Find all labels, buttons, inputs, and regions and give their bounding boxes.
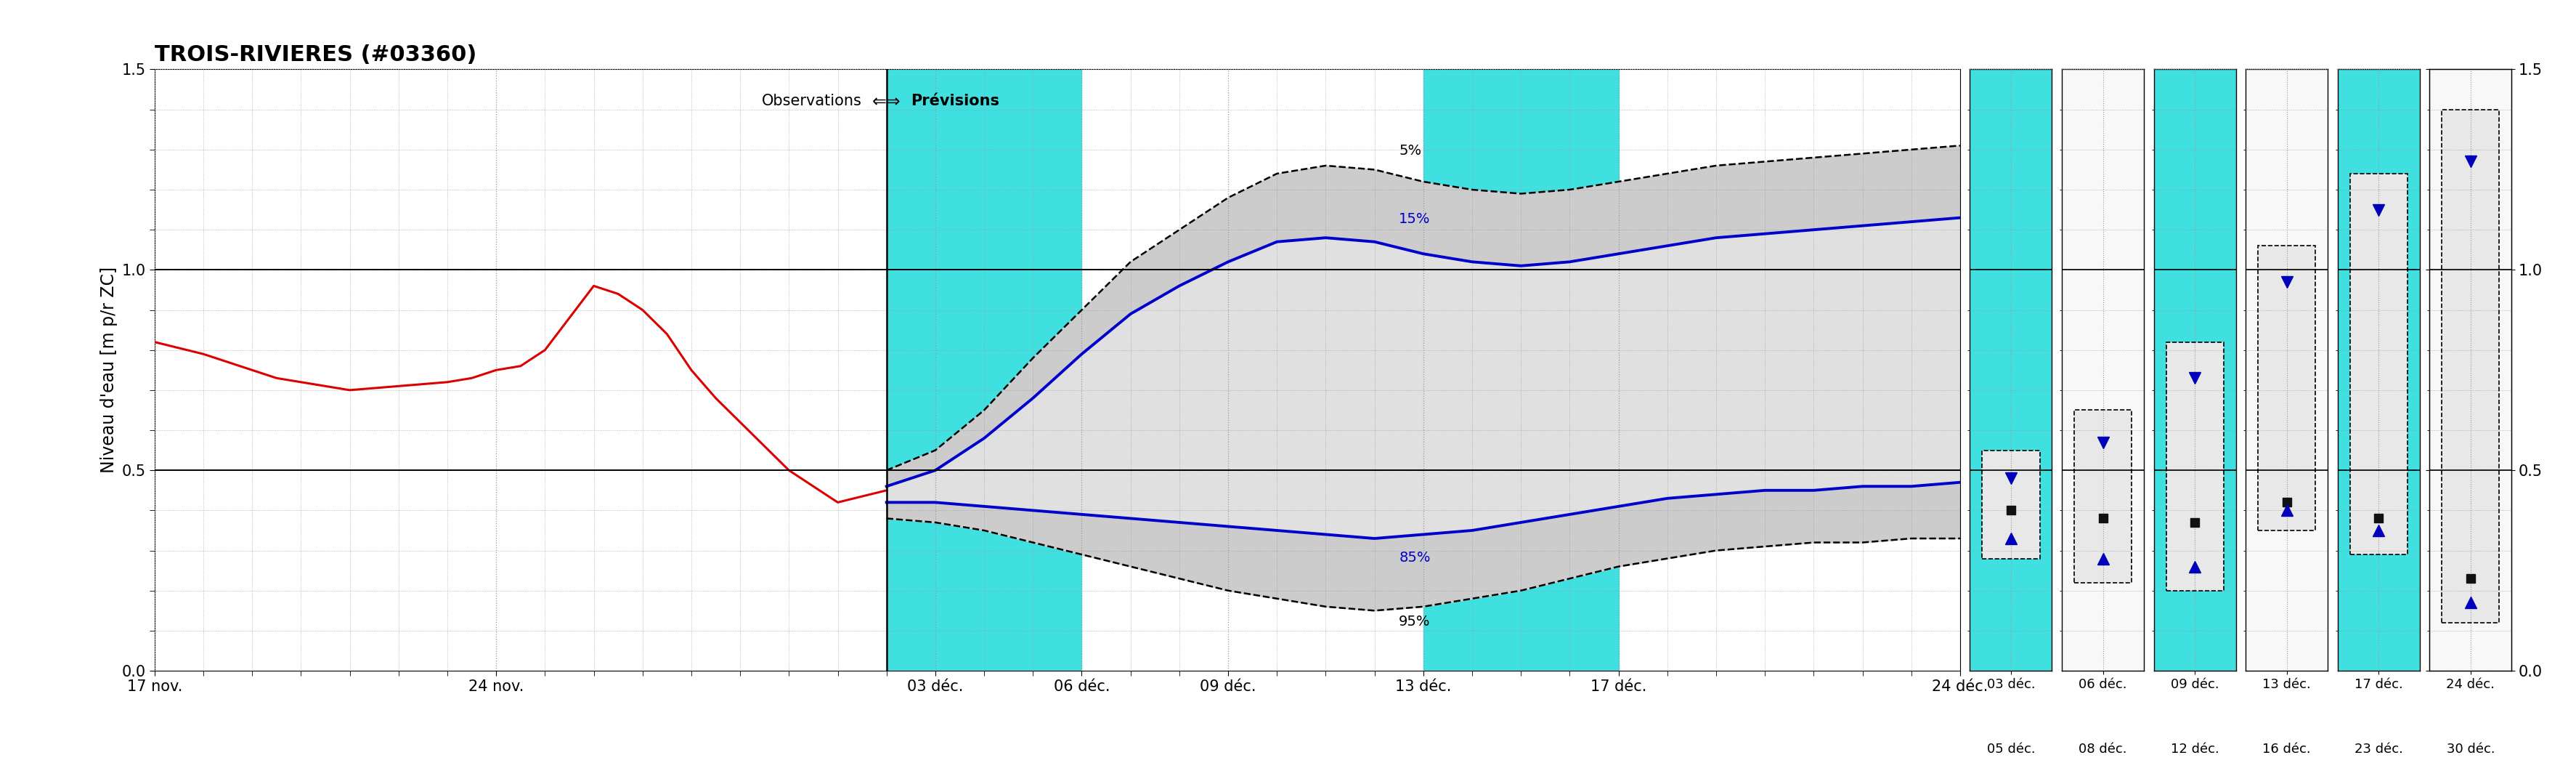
Text: 23 déc.: 23 déc. (2354, 743, 2403, 756)
Text: 05 déc.: 05 déc. (1986, 743, 2035, 756)
Bar (2442, 109, 2499, 623)
Text: Observations: Observations (762, 93, 863, 108)
Bar (886, 69, 1082, 671)
Bar (1425, 69, 1618, 671)
FancyBboxPatch shape (1984, 450, 2040, 558)
FancyBboxPatch shape (2349, 173, 2409, 554)
Text: TROIS-RIVIERES (#03360): TROIS-RIVIERES (#03360) (155, 45, 477, 66)
Text: 15%: 15% (1399, 212, 1430, 226)
Bar (2166, 342, 2223, 591)
FancyBboxPatch shape (2259, 246, 2316, 530)
Text: 08 déc.: 08 déc. (2079, 743, 2128, 756)
Y-axis label: Niveau d'eau [m p/r ZC]: Niveau d'eau [m p/r ZC] (100, 267, 118, 473)
Bar (1984, 450, 2040, 558)
Text: 85%: 85% (1399, 550, 1430, 564)
FancyBboxPatch shape (2442, 109, 2499, 623)
Text: 5%: 5% (1399, 143, 1422, 157)
Bar (2349, 173, 2409, 554)
Text: Prévisions: Prévisions (912, 93, 999, 108)
FancyBboxPatch shape (2074, 410, 2130, 583)
Text: ⇐⇒: ⇐⇒ (873, 93, 902, 111)
Bar (2074, 410, 2130, 583)
Text: 95%: 95% (1399, 614, 1430, 628)
FancyBboxPatch shape (2166, 342, 2223, 591)
Text: 16 déc.: 16 déc. (2262, 743, 2311, 756)
Bar (2259, 246, 2316, 530)
Text: 30 déc.: 30 déc. (2447, 743, 2494, 756)
Text: 12 déc.: 12 déc. (2172, 743, 2218, 756)
